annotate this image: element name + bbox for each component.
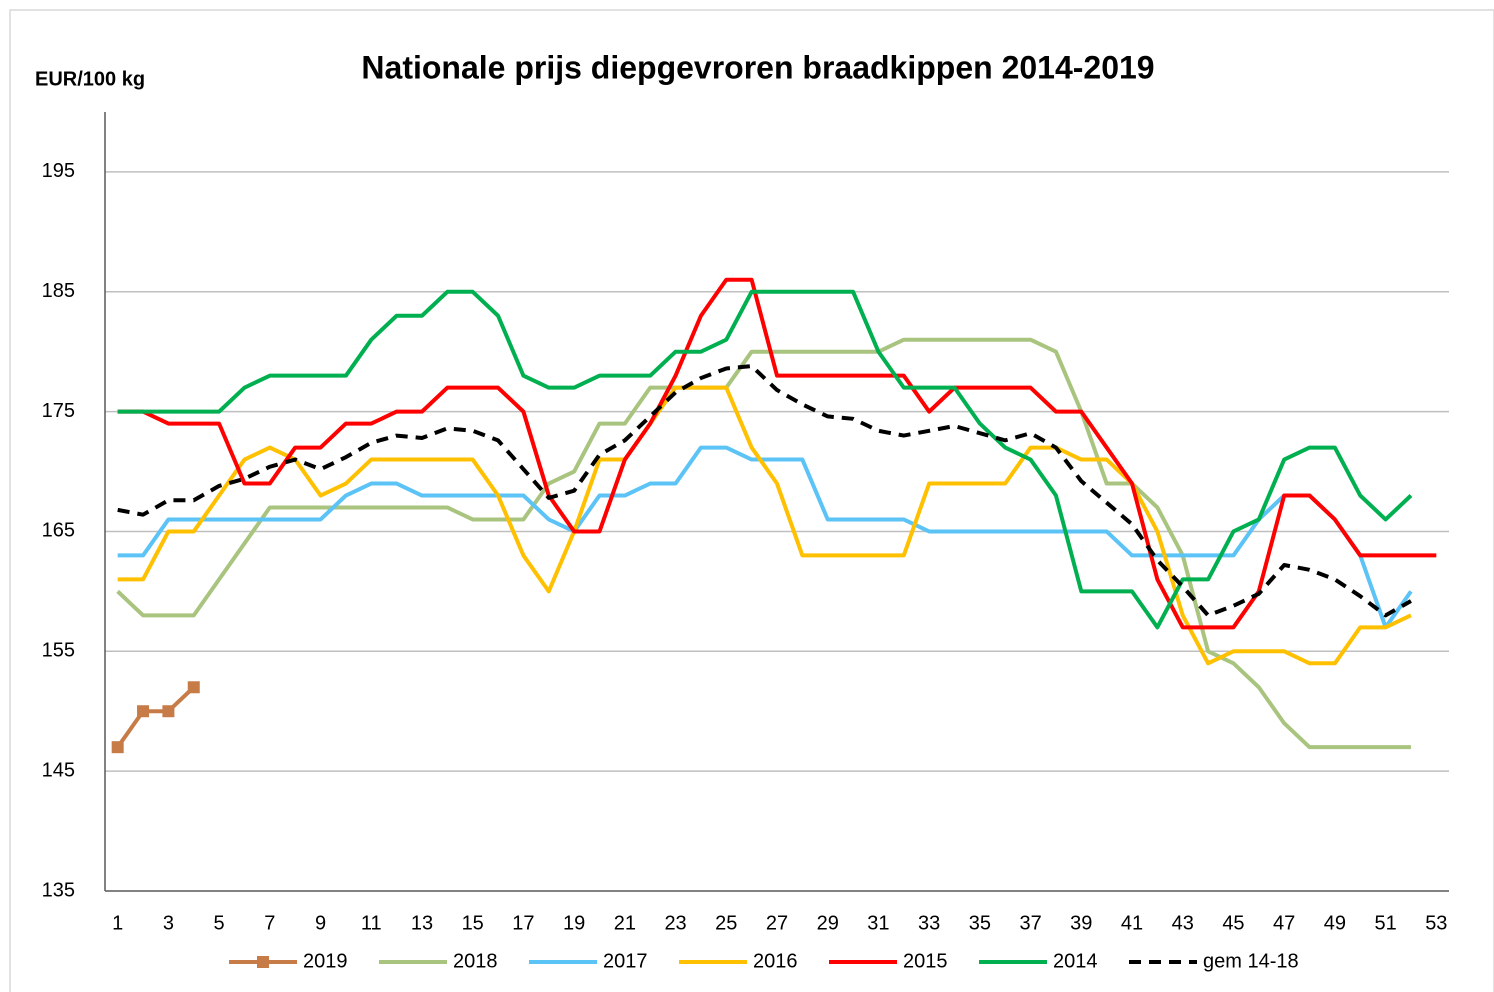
y-tick-label: 145 — [42, 759, 75, 781]
x-tick-label: 27 — [766, 912, 788, 934]
x-tick-label: 3 — [163, 912, 174, 934]
x-tick-label: 9 — [315, 912, 326, 934]
x-tick-label: 53 — [1425, 912, 1447, 934]
line-series — [117, 445, 1413, 630]
y-axis-label: EUR/100 kg — [35, 68, 145, 90]
x-tick-label: 49 — [1324, 912, 1346, 934]
y-tick-label: 195 — [42, 160, 75, 182]
x-tick-label: 11 — [361, 912, 382, 934]
legend-label: 2019 — [303, 950, 348, 972]
y-tick-label: 175 — [42, 400, 75, 422]
x-tick-label: 29 — [817, 912, 839, 934]
legend-label: 2014 — [1053, 950, 1098, 972]
x-tick-label: 23 — [664, 912, 686, 934]
x-tick-label: 25 — [715, 912, 737, 934]
x-tick-label: 35 — [969, 912, 991, 934]
legend-marker — [257, 956, 269, 968]
y-tick-label: 165 — [42, 520, 75, 542]
y-tick-label: 185 — [42, 280, 75, 302]
x-tick-label: 39 — [1070, 912, 1092, 934]
chart-title: Nationale prijs diepgevroren braadkippen… — [361, 49, 1154, 85]
x-tick-label: 19 — [563, 912, 585, 934]
x-tick-label: 21 — [614, 912, 636, 934]
legend-label: 2018 — [453, 950, 498, 972]
x-tick-label: 41 — [1121, 912, 1143, 934]
y-tick-label: 155 — [42, 640, 75, 662]
point-marker — [187, 681, 200, 694]
x-tick-label: 13 — [411, 912, 433, 934]
point-marker — [137, 705, 150, 718]
x-tick-label: 33 — [918, 912, 940, 934]
x-tick-label: 45 — [1222, 912, 1244, 934]
x-tick-label: 1 — [112, 912, 123, 934]
x-tick-label: 37 — [1019, 912, 1041, 934]
legend-label: 2016 — [753, 950, 798, 972]
chart-frame — [9, 9, 1494, 992]
x-tick-label: 15 — [462, 912, 484, 934]
x-tick-label: 17 — [512, 912, 534, 934]
line-series — [117, 385, 1412, 666]
x-tick-label: 31 — [867, 912, 889, 934]
x-tick-label: 5 — [214, 912, 225, 934]
point-marker — [162, 705, 175, 718]
x-tick-label: 43 — [1172, 912, 1194, 934]
legend-label: 2017 — [603, 950, 648, 972]
y-tick-label: 135 — [42, 879, 75, 901]
point-marker — [111, 741, 124, 754]
line-series — [117, 277, 1437, 630]
line-series — [116, 685, 196, 749]
line-series — [117, 364, 1412, 618]
x-tick-label: 51 — [1374, 912, 1396, 934]
legend-label: gem 14-18 — [1203, 950, 1299, 972]
x-tick-label: 7 — [264, 912, 275, 934]
legend-label: 2015 — [903, 950, 948, 972]
x-tick-label: 47 — [1273, 912, 1295, 934]
line-series — [117, 289, 1413, 630]
